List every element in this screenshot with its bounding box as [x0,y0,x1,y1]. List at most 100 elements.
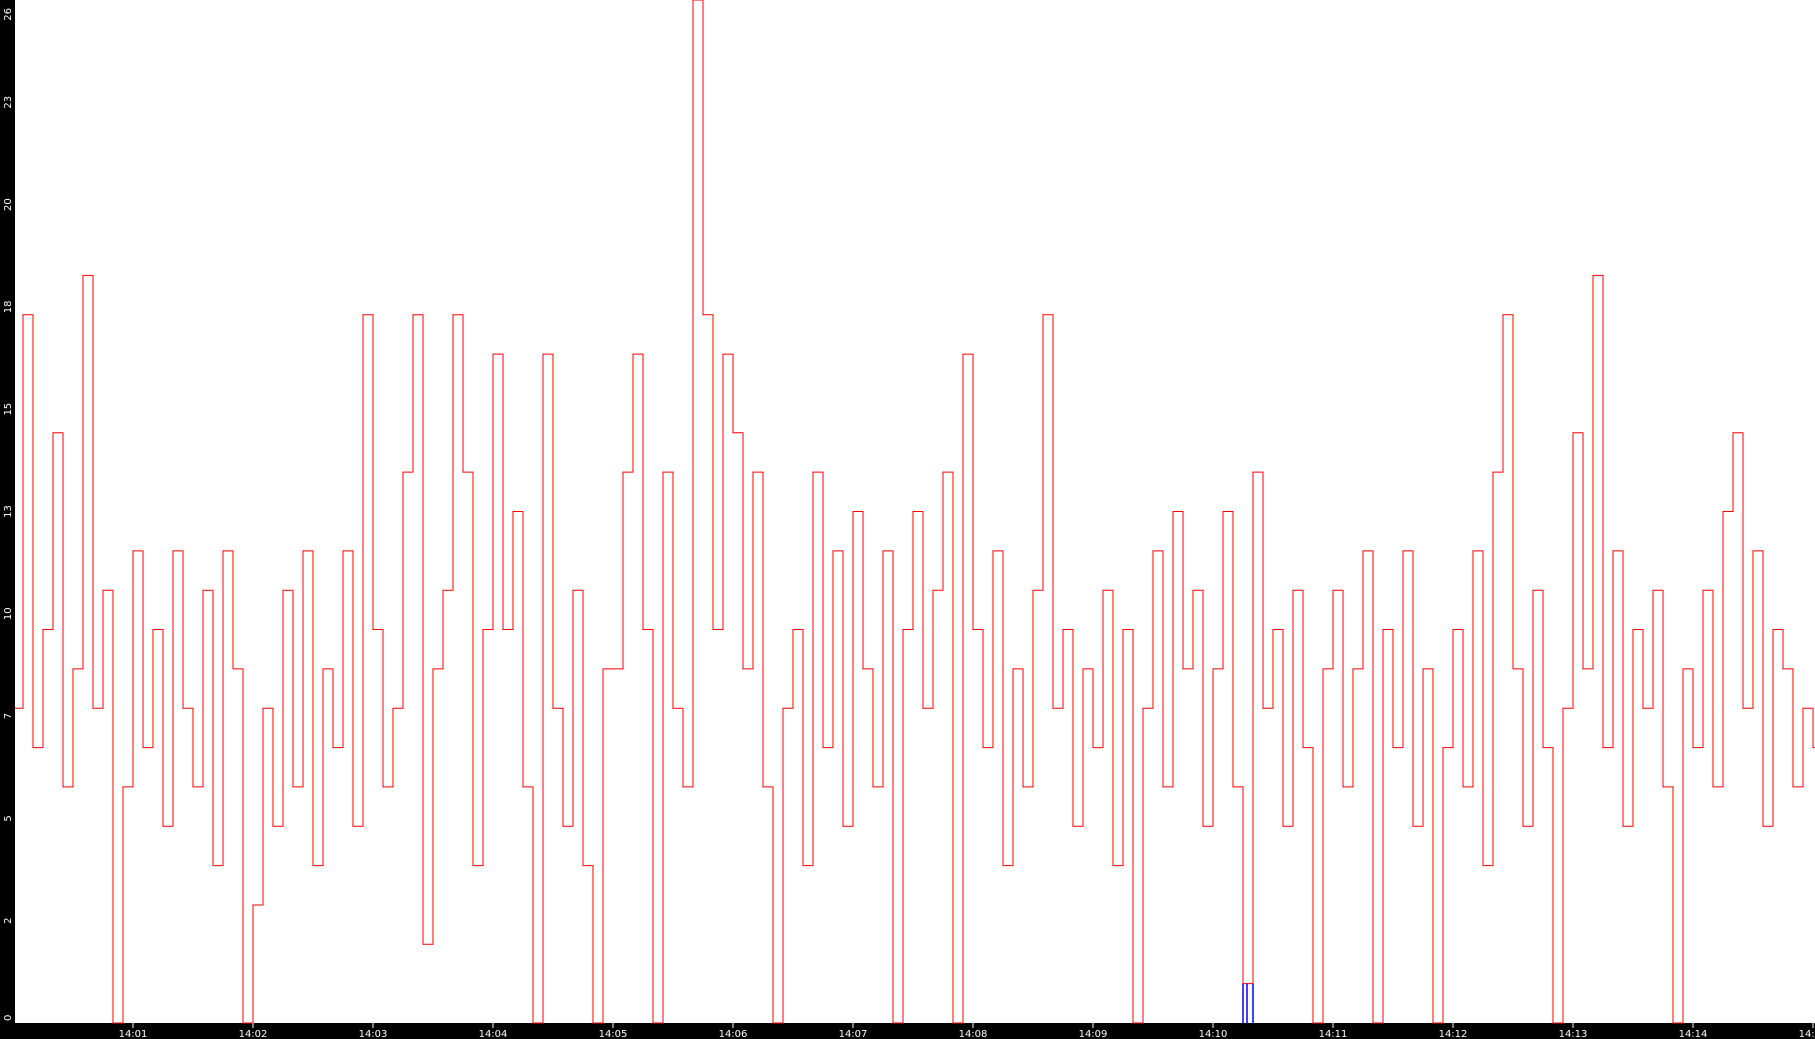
data-point [522,786,524,788]
data-point [802,865,804,867]
data-point [1612,550,1614,552]
y-tick-label: 15 [3,403,14,416]
data-point [1572,432,1574,434]
data-point [1282,825,1284,827]
data-point [1272,629,1274,631]
data-point [272,825,274,827]
data-point [1652,589,1654,591]
data-point [1582,668,1584,670]
data-point [592,1022,594,1024]
data-point [1682,668,1684,670]
data-point [202,589,204,591]
data-point [782,707,784,709]
data-point [772,1022,774,1024]
data-point [1182,668,1184,670]
data-point [1052,707,1054,709]
x-tick-label: 14:12 [1439,1029,1468,1039]
y-tick-label: 13 [3,505,14,518]
data-point [982,747,984,749]
y-axis: 0 2 5 7 10 13 15 18 20 23 26 [3,8,14,1021]
data-point [452,314,454,316]
data-point [1512,668,1514,670]
data-point [1022,786,1024,788]
data-point [1102,589,1104,591]
data-point [932,589,934,591]
data-point [1542,747,1544,749]
data-point [212,865,214,867]
data-point [442,589,444,591]
x-tick-label: 14:04 [479,1029,508,1039]
data-point [1452,629,1454,631]
data-point [912,511,914,512]
y-tick-label: 26 [3,8,14,21]
data-point [1292,589,1294,591]
data-point [1782,668,1784,670]
data-point [32,747,34,749]
x-tick-label: 14:14 [1679,1029,1708,1039]
data-point [1002,865,1004,867]
data-point [502,629,504,631]
data-point [182,707,184,709]
data-point [1392,747,1394,749]
data-point [172,550,174,552]
data-point [1632,629,1634,631]
data-point [712,629,714,631]
data-point [92,707,94,709]
data-point [392,707,394,709]
data-point [872,786,874,788]
data-point [362,314,364,316]
data-point [652,1022,654,1024]
y-tick-label: 7 [3,713,14,719]
data-point [632,353,634,355]
data-point [1412,825,1414,827]
data-point [282,589,284,591]
data-point [1092,747,1094,749]
data-point [22,314,24,316]
x-tick-label: 14:01 [119,1029,148,1039]
x-tick-label: 14:05 [599,1029,628,1039]
data-point [1552,1022,1554,1024]
data-point [122,786,124,788]
data-point [1402,550,1404,552]
data-point [332,747,334,749]
data-point [1072,825,1074,827]
data-point [402,471,404,473]
data-point [512,511,514,512]
data-point [1112,865,1114,867]
data-point [482,629,484,631]
y-tick-label: 18 [3,301,14,314]
data-point [1362,550,1364,552]
y-tick-label: 10 [3,607,14,620]
data-point [942,471,944,473]
data-point [1642,707,1644,709]
x-tick-label: 14:07 [839,1029,868,1039]
data-point [832,550,834,552]
data-point [342,550,344,552]
data-point [962,353,964,355]
data-point [922,707,924,709]
data-point [1382,629,1384,631]
data-point [552,707,554,709]
data-point [1732,432,1734,434]
data-point [892,1022,894,1024]
data-point [732,432,734,434]
data-point [312,865,314,867]
data-point [722,353,724,355]
data-point [102,589,104,591]
x-tick-label: 14:03 [359,1029,388,1039]
data-point [1062,629,1064,631]
x-tick-label: 14:13 [1559,1029,1588,1039]
data-point [822,747,824,749]
data-point [1532,589,1534,591]
data-point [1802,707,1804,709]
data-point [322,668,324,670]
y-tick-label: 23 [3,96,14,109]
data-point [242,1022,244,1024]
data-point [1082,668,1084,670]
data-point [1232,786,1234,788]
data-point [492,353,494,355]
data-point [302,550,304,552]
data-point [1522,825,1524,827]
data-point [692,0,694,1]
